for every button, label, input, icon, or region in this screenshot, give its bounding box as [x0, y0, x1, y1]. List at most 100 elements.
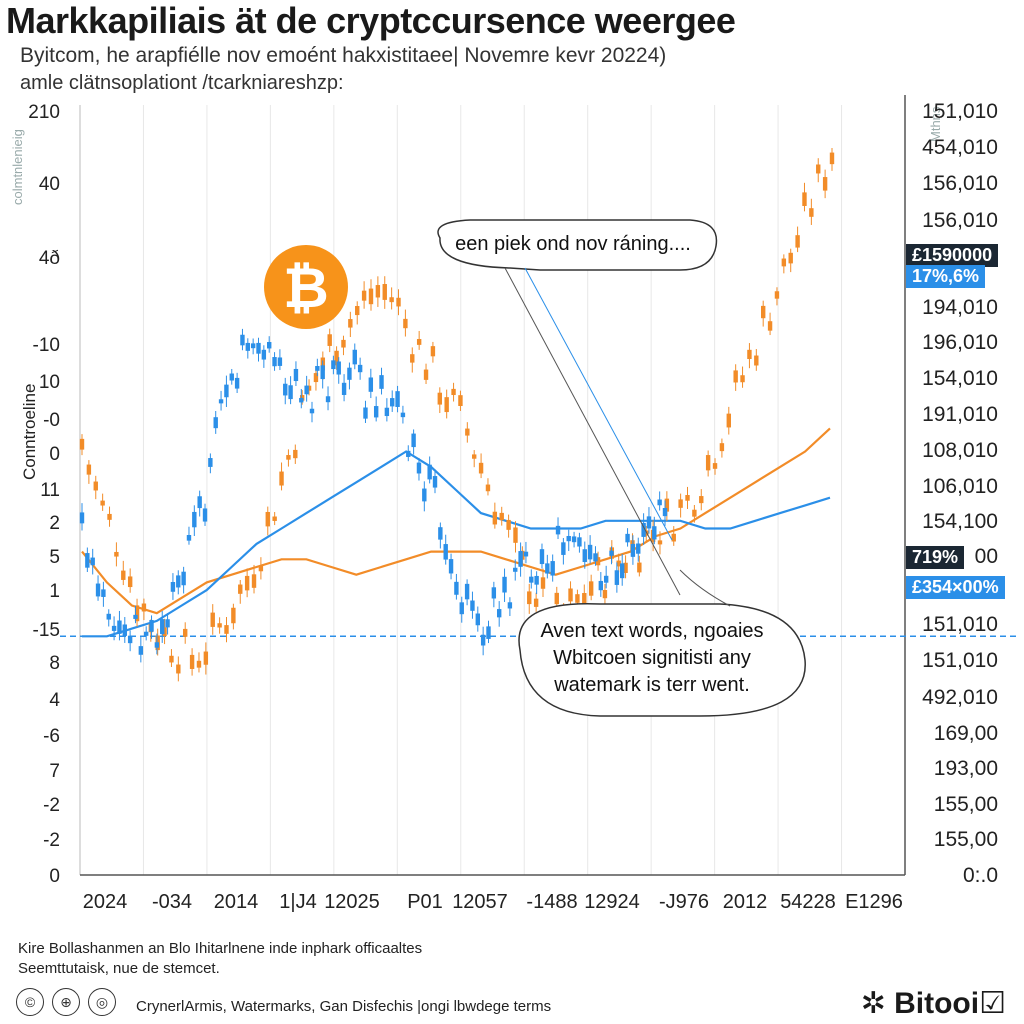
candle — [384, 407, 390, 417]
candle — [224, 384, 229, 398]
candle — [400, 412, 406, 418]
candle — [341, 382, 347, 395]
candle — [422, 488, 427, 502]
candle — [331, 360, 336, 370]
left-tick-label: 7 — [49, 761, 60, 782]
bitcoin-logo-icon: ₿ — [264, 245, 348, 329]
candle — [795, 235, 800, 248]
candle — [740, 375, 745, 383]
ring-icon: ◎ — [88, 988, 116, 1016]
candle — [192, 511, 197, 528]
candle — [149, 620, 154, 632]
candle — [829, 152, 835, 165]
right-tick-label: 151,010 — [922, 613, 998, 636]
candle — [202, 508, 208, 522]
candle — [513, 567, 518, 572]
right-tick-label: 191,010 — [922, 403, 998, 426]
candle — [176, 575, 181, 588]
x-tick-label: 12025 — [324, 891, 380, 913]
left-tick-label: 10 — [39, 372, 60, 393]
candle — [662, 507, 668, 517]
candle — [134, 605, 140, 622]
candle — [443, 544, 448, 560]
candle — [250, 343, 256, 349]
candle — [747, 349, 752, 360]
footnote-line-1: Kire Bollashanmen an Blo Ihitarlnene ind… — [18, 940, 423, 957]
candle — [293, 449, 298, 459]
connector-line — [524, 267, 673, 541]
candle — [432, 476, 438, 488]
candle — [614, 570, 620, 585]
candle — [609, 550, 614, 556]
candle — [95, 583, 101, 597]
candle — [375, 285, 381, 298]
candle — [523, 551, 529, 557]
candle — [348, 319, 353, 328]
candle — [781, 258, 787, 267]
candle — [238, 584, 243, 594]
candle — [272, 516, 277, 521]
candle — [154, 642, 160, 648]
candle — [822, 177, 828, 191]
candle — [234, 377, 240, 389]
left-tick-label: 2 — [49, 513, 60, 534]
candle — [646, 516, 652, 529]
candle — [127, 635, 133, 644]
candle — [577, 537, 582, 547]
candle — [306, 385, 312, 391]
candle — [623, 562, 628, 573]
right-tick-label: 193,00 — [934, 757, 998, 780]
candle — [210, 612, 215, 627]
license-icons: © ⊕ ◎ — [16, 988, 116, 1016]
left-tick-label: 40 — [39, 174, 60, 195]
right-tick-label: 151,010 — [922, 100, 998, 123]
candle — [587, 544, 593, 560]
candle — [251, 574, 257, 588]
candle — [438, 527, 443, 540]
candle — [244, 575, 250, 591]
candle — [760, 305, 766, 319]
candle — [299, 395, 305, 401]
candle — [652, 526, 657, 540]
left-tick-label: 0 — [49, 866, 60, 887]
candle — [334, 350, 339, 366]
candle — [117, 620, 122, 634]
candle — [754, 355, 759, 366]
candle — [127, 576, 133, 588]
candle — [529, 576, 534, 583]
candle — [705, 455, 711, 471]
candle — [395, 391, 400, 407]
left-tick-label: -15 — [33, 620, 60, 641]
axis-ticks: 210 40 4ð -10 10 -0 0 11 2 5 1 -15 8 4 -6 7 -2 -2 0 151,010… — [28, 100, 998, 913]
moving-average-lines — [81, 427, 831, 638]
callout-bottom-bubble — [518, 602, 806, 717]
moving-average-orange — [81, 427, 831, 615]
candle — [304, 385, 309, 395]
callout-top-bubble — [437, 219, 718, 271]
connector-line — [679, 569, 731, 607]
candle — [492, 511, 498, 525]
right-tick-label: 156,010 — [922, 172, 998, 195]
candle — [293, 368, 299, 382]
candle — [566, 535, 571, 542]
candle — [719, 443, 725, 452]
left-tick-label: 1 — [49, 581, 60, 602]
candle — [465, 428, 470, 436]
candle — [620, 563, 625, 579]
candle — [107, 513, 112, 520]
candle — [630, 543, 636, 557]
candle — [389, 297, 394, 303]
candle — [478, 462, 484, 474]
candle — [79, 512, 85, 524]
candle — [93, 481, 98, 491]
right-tick-label: 151,010 — [922, 649, 998, 672]
right-tick-label: 156,010 — [922, 209, 998, 232]
candle — [554, 592, 559, 605]
candle — [165, 619, 170, 628]
left-tick-label: 11 — [40, 480, 60, 501]
candle — [245, 342, 251, 351]
brand-logo: ✲ Bitooi☑ — [861, 986, 1006, 1021]
candle — [122, 624, 127, 636]
candle — [641, 522, 646, 537]
candle — [726, 413, 731, 428]
